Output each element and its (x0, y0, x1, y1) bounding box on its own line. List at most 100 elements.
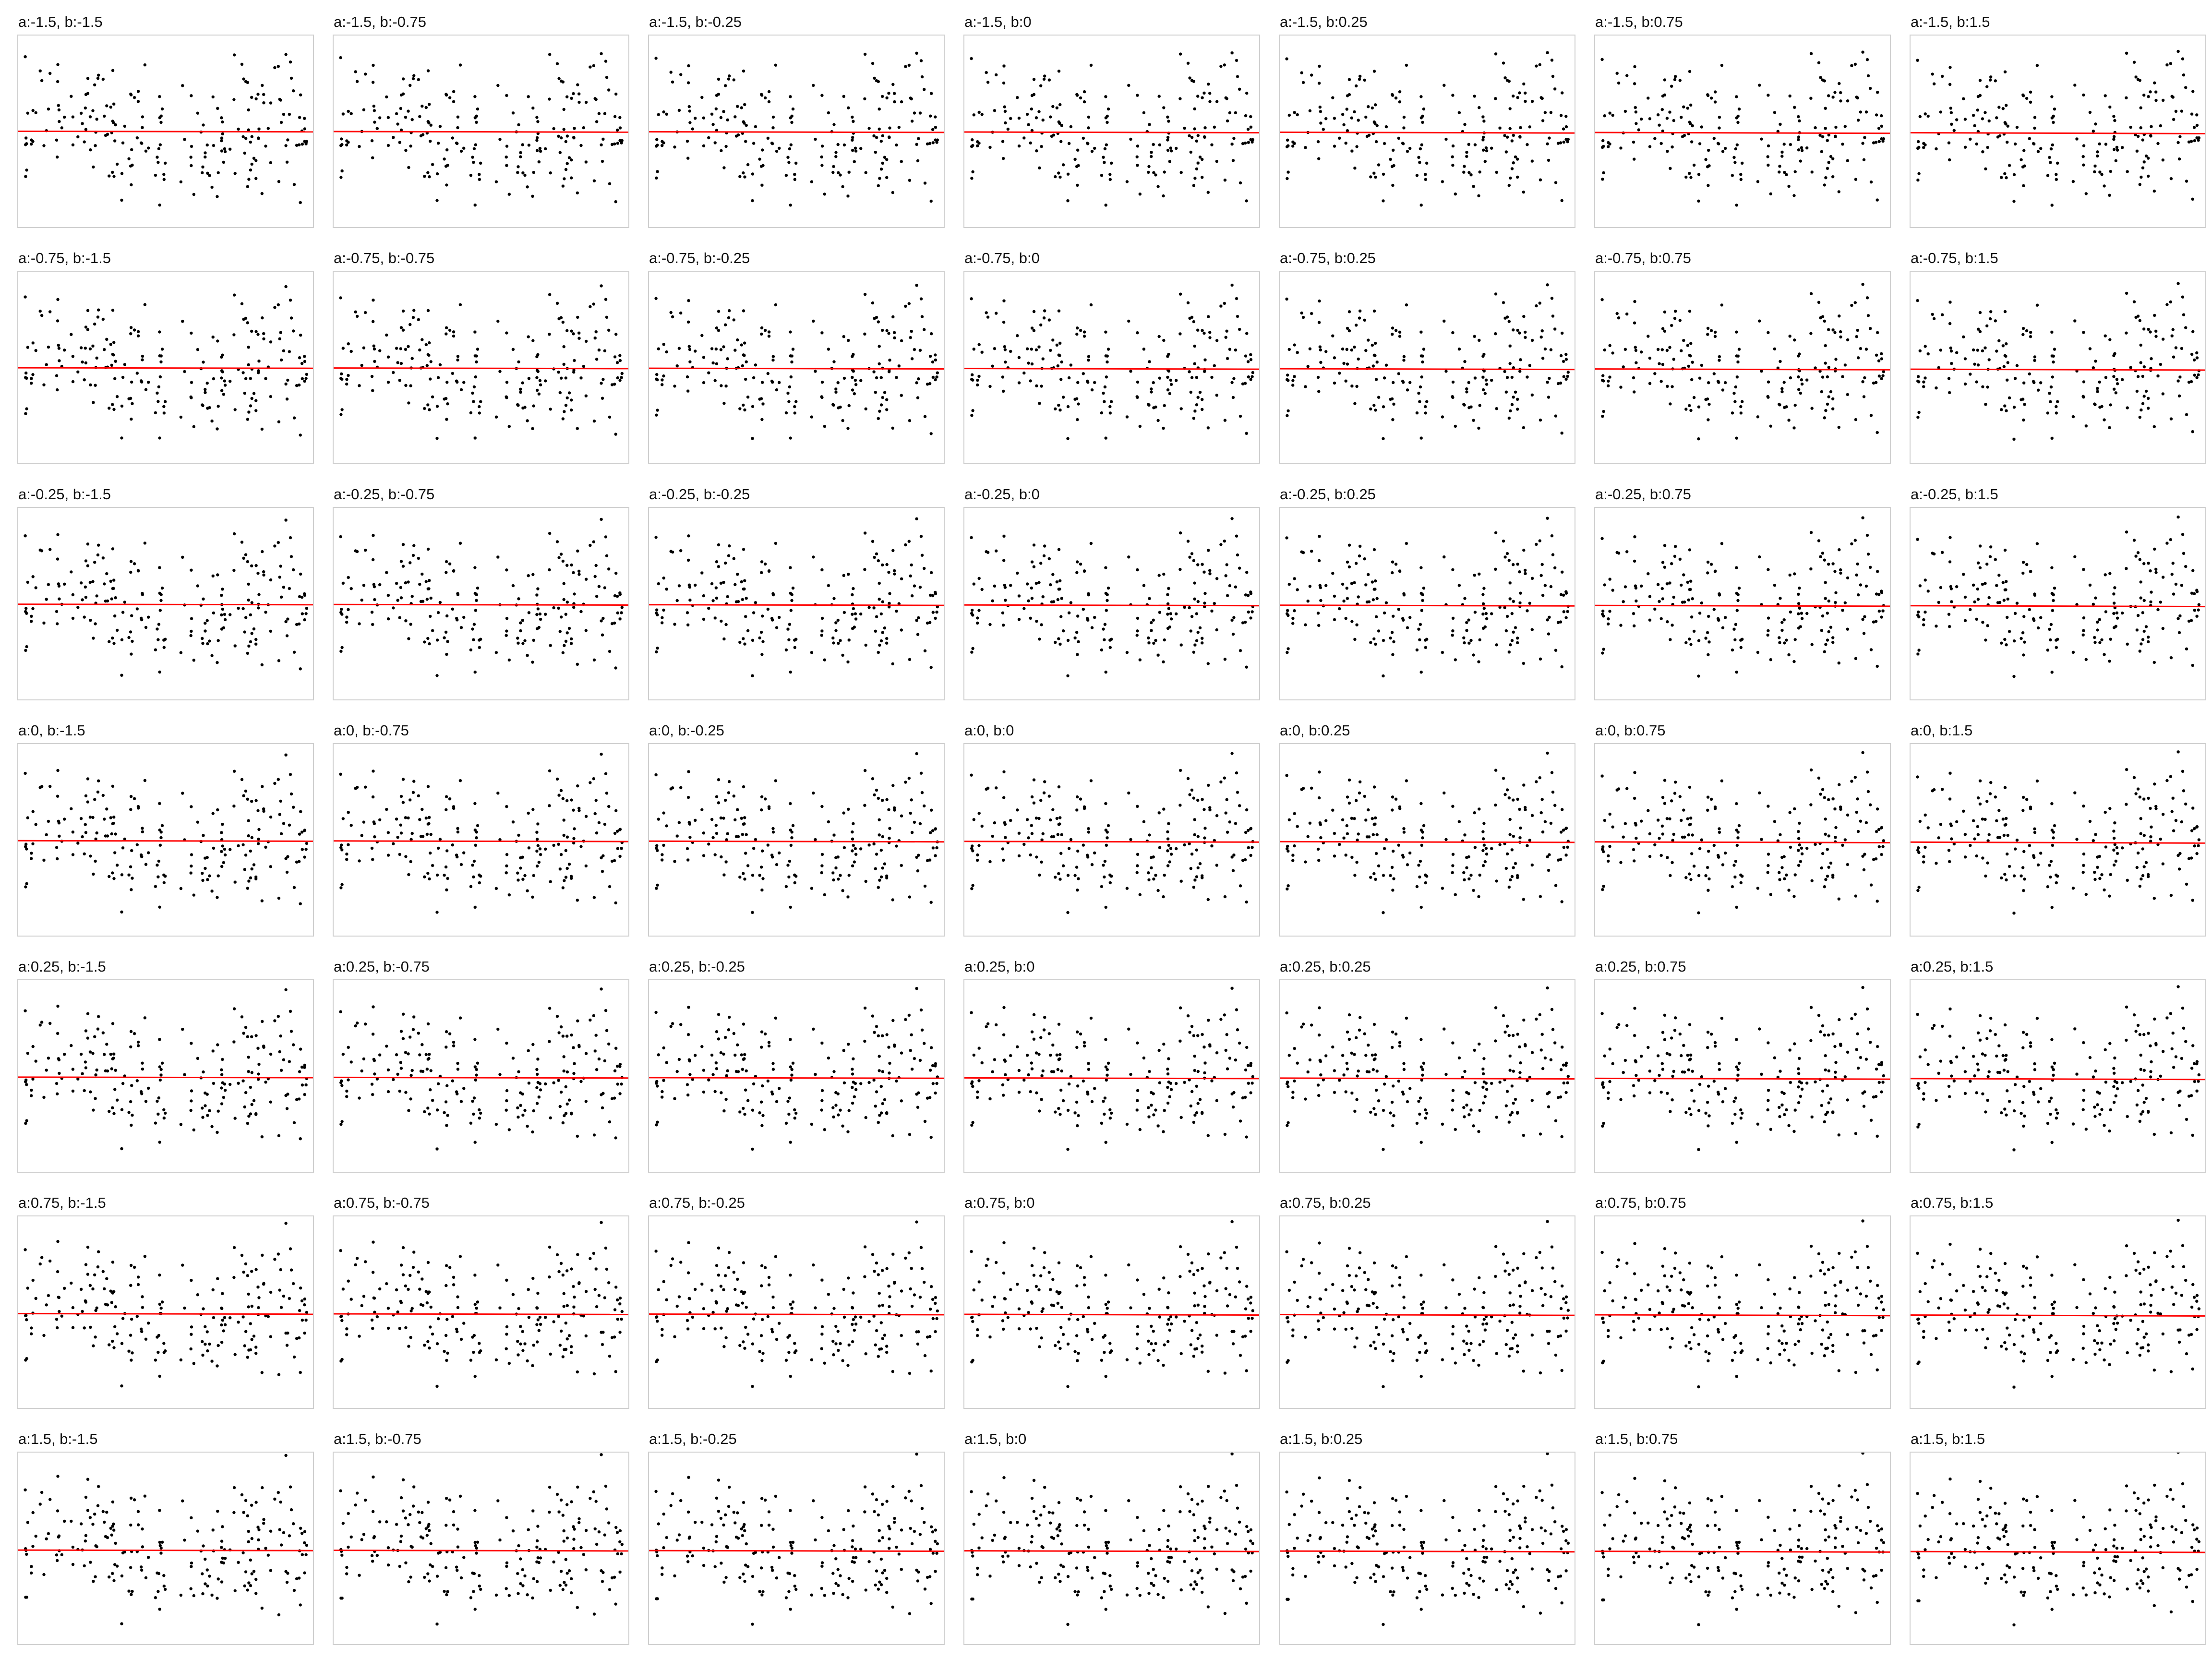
data-point (2104, 376, 2108, 379)
data-point (456, 380, 459, 384)
data-point (745, 123, 748, 127)
data-point (839, 173, 842, 177)
data-point (2050, 330, 2054, 334)
data-point (1984, 403, 1987, 406)
data-point (1937, 601, 1940, 604)
data-point (1869, 86, 1872, 90)
data-point (1148, 597, 1151, 600)
data-point (123, 601, 127, 604)
data-point (84, 106, 87, 110)
data-point (1846, 393, 1849, 397)
data-point (57, 584, 61, 588)
data-point (241, 607, 245, 611)
data-point (115, 162, 119, 166)
data-point (1286, 414, 1289, 418)
data-point (1918, 115, 1922, 119)
data-point (1079, 563, 1082, 566)
data-point (1633, 535, 1636, 539)
data-point (472, 161, 475, 164)
data-point (2138, 183, 2141, 186)
data-point (1989, 545, 1993, 549)
data-point (851, 138, 854, 142)
data-point (1876, 91, 1879, 94)
data-point (1779, 360, 1782, 363)
data-point (971, 409, 974, 412)
data-point (1814, 366, 1817, 370)
data-point (232, 333, 236, 337)
data-point (2189, 380, 2193, 384)
data-point (1392, 614, 1395, 618)
data-point (2033, 116, 2037, 119)
data-point (532, 638, 535, 642)
data-point (25, 407, 28, 410)
data-point (1022, 842, 1026, 846)
data-point (1210, 609, 1214, 613)
data-point (1158, 143, 1162, 146)
data-point (428, 103, 431, 106)
data-point (355, 314, 359, 318)
data-point (877, 886, 880, 889)
data-point (615, 361, 619, 364)
data-point (1773, 584, 1777, 587)
data-point (410, 595, 414, 598)
data-point (47, 583, 50, 586)
data-point (411, 316, 415, 319)
data-point (1839, 91, 1842, 95)
data-point (1156, 419, 1160, 422)
data-point (548, 293, 552, 296)
data-point (1671, 624, 1674, 627)
data-point (1001, 611, 1005, 614)
data-point (340, 843, 343, 847)
data-point (728, 544, 731, 548)
data-point (1203, 126, 1207, 130)
data-point (603, 822, 607, 826)
data-point (398, 616, 401, 619)
data-point (30, 614, 33, 618)
data-point (2114, 391, 2117, 395)
data-point (1175, 612, 1178, 615)
data-point (1514, 155, 1517, 159)
data-point (129, 795, 133, 798)
data-point (727, 316, 731, 320)
data-point (908, 419, 912, 422)
reference-line (964, 368, 1259, 370)
data-point (111, 871, 114, 875)
data-point (2000, 641, 2003, 645)
data-point (1984, 582, 1987, 585)
data-point (536, 607, 540, 611)
data-point (872, 842, 876, 846)
data-point (241, 135, 245, 139)
plot-area (648, 743, 945, 937)
data-point (262, 93, 265, 96)
data-point (445, 326, 448, 329)
data-point (1441, 180, 1444, 183)
data-point (505, 805, 508, 808)
data-point (417, 556, 420, 560)
data-point (399, 794, 403, 798)
data-point (867, 606, 871, 609)
data-point (535, 136, 539, 140)
data-point (1505, 376, 1509, 379)
data-point (570, 158, 573, 162)
scatter-panel: a:-0.25, b:-0.75 (333, 481, 630, 702)
data-point (931, 846, 935, 850)
data-point (572, 841, 576, 845)
data-point (409, 623, 412, 626)
data-point (1377, 163, 1381, 167)
data-point (1976, 598, 1980, 601)
data-point (787, 161, 791, 164)
data-point (1049, 115, 1052, 119)
data-point (1918, 349, 1922, 353)
data-point (141, 354, 144, 358)
data-point (600, 52, 603, 56)
data-point (222, 160, 225, 164)
data-point (1617, 81, 1621, 85)
data-point (1543, 111, 1547, 114)
data-point (1421, 360, 1424, 364)
data-point (929, 199, 933, 203)
data-point (451, 843, 454, 847)
data-point (189, 156, 192, 159)
data-point (605, 76, 609, 79)
data-point (881, 396, 884, 399)
data-point (1375, 124, 1379, 127)
